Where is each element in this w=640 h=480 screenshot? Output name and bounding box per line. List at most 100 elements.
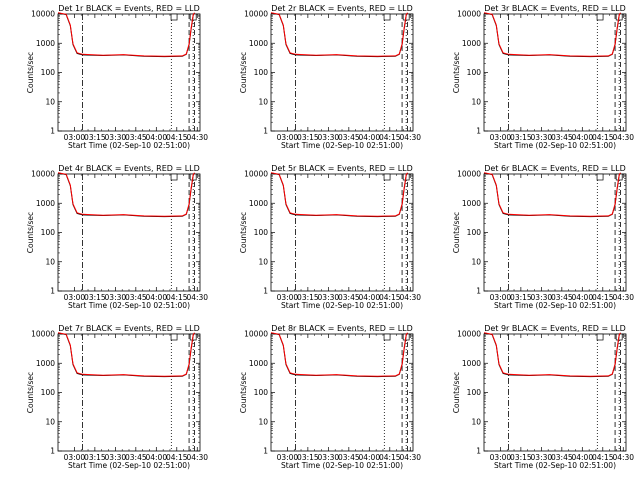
- series-group: [484, 12, 621, 58]
- x-tick-label: 04:15: [379, 293, 401, 302]
- top-box-marker: [170, 13, 178, 21]
- top-box-marker: [596, 173, 604, 181]
- plot-frame: [57, 13, 201, 132]
- panel-5: Det 5r BLACK = Events, RED = LLD 1 10 100 10…: [239, 164, 421, 310]
- x-tick-label: 03:00: [490, 453, 512, 462]
- x-tick-label: 04:30: [612, 453, 634, 462]
- y-tick-label: 1000: [462, 39, 481, 48]
- panel-title: Det 5r BLACK = Events, RED = LLD: [271, 164, 413, 173]
- y-tick-label: 100: [467, 68, 482, 77]
- panel-title: Det 4r BLACK = Events, RED = LLD: [58, 164, 200, 173]
- y-tick-label: 1: [476, 287, 481, 296]
- y-tick-label: 10000: [244, 10, 268, 19]
- x-tick-label: 03:00: [277, 293, 299, 302]
- y-tick-label: 100: [41, 68, 56, 77]
- series-group: [484, 332, 621, 378]
- y-tick-label: 1: [476, 127, 481, 136]
- y-tick-label: 10: [258, 417, 268, 426]
- x-tick-label: 03:45: [125, 453, 147, 462]
- x-tick-label: 03:45: [125, 293, 147, 302]
- x-tick-label: 03:00: [277, 133, 299, 142]
- panel-8: Det 8r BLACK = Events, RED = LLD 1 10 100 10…: [239, 324, 421, 470]
- top-box-marker: [170, 333, 178, 341]
- plot-frame: [270, 13, 414, 132]
- x-axis-title: Start Time (02-Sep-10 02:51:00): [281, 141, 403, 150]
- x-tick-label: 03:00: [64, 453, 86, 462]
- x-tick-label: 04:15: [592, 453, 614, 462]
- x-axis-title: Start Time (02-Sep-10 02:51:00): [494, 461, 616, 470]
- y-tick-label: 10: [471, 97, 481, 106]
- y-axis-title: Counts/sec: [26, 212, 35, 253]
- top-box-marker: [383, 13, 391, 21]
- x-tick-label: 04:00: [358, 293, 380, 302]
- x-tick-label: 03:45: [338, 293, 360, 302]
- y-tick-label: 1: [476, 447, 481, 456]
- y-tick-label: 10: [45, 257, 55, 266]
- y-tick-label: 100: [467, 228, 482, 237]
- y-tick-label: 10: [471, 257, 481, 266]
- lld-series-line: [271, 12, 408, 57]
- x-tick-label: 03:15: [84, 293, 106, 302]
- x-axis-title: Start Time (02-Sep-10 02:51:00): [281, 301, 403, 310]
- x-tick-label: 04:30: [186, 453, 208, 462]
- top-box-marker: [383, 173, 391, 181]
- x-tick-label: 03:15: [84, 133, 106, 142]
- x-tick-label: 04:00: [571, 293, 593, 302]
- y-tick-label: 100: [254, 388, 269, 397]
- x-tick-label: 03:45: [551, 293, 573, 302]
- series-group: [58, 332, 195, 378]
- x-tick-label: 03:00: [64, 293, 86, 302]
- series-group: [58, 12, 195, 58]
- x-tick-label: 04:15: [166, 133, 188, 142]
- x-tick-label: 03:15: [510, 453, 532, 462]
- x-tick-label: 03:30: [531, 293, 553, 302]
- y-tick-label: 1000: [462, 359, 481, 368]
- y-tick-label: 10: [258, 97, 268, 106]
- x-tick-label: 04:15: [379, 133, 401, 142]
- y-axis-title: Counts/sec: [239, 52, 248, 93]
- y-tick-label: 100: [41, 228, 56, 237]
- plot-frame: [57, 333, 201, 452]
- x-tick-label: 04:30: [612, 133, 634, 142]
- y-tick-label: 10000: [244, 170, 268, 179]
- x-tick-label: 04:30: [399, 453, 421, 462]
- y-tick-label: 100: [254, 228, 269, 237]
- x-tick-label: 03:30: [105, 293, 127, 302]
- x-tick-label: 04:00: [571, 453, 593, 462]
- y-tick-label: 100: [467, 388, 482, 397]
- x-axis-title: Start Time (02-Sep-10 02:51:00): [68, 461, 190, 470]
- y-tick-label: 10000: [31, 10, 55, 19]
- y-tick-label: 1: [263, 127, 268, 136]
- lld-series-line: [484, 332, 621, 377]
- x-tick-label: 03:30: [531, 453, 553, 462]
- panel-title: Det 1r BLACK = Events, RED = LLD: [58, 4, 200, 13]
- x-tick-label: 03:30: [318, 293, 340, 302]
- y-tick-label: 10: [258, 257, 268, 266]
- x-tick-label: 03:30: [105, 133, 127, 142]
- y-tick-label: 100: [254, 68, 269, 77]
- series-group: [271, 172, 408, 218]
- lld-series-line: [484, 12, 621, 57]
- panel-6: Det 6r BLACK = Events, RED = LLD 1 10 100 10…: [452, 164, 634, 310]
- top-box-marker: [383, 333, 391, 341]
- lld-series-line: [271, 172, 408, 217]
- panel-title: Det 2r BLACK = Events, RED = LLD: [271, 4, 413, 13]
- panel-9: Det 9r BLACK = Events, RED = LLD 1 10 100 10…: [452, 324, 634, 470]
- panel-title: Det 6r BLACK = Events, RED = LLD: [484, 164, 626, 173]
- y-tick-label: 10000: [457, 10, 481, 19]
- y-axis-title: Counts/sec: [452, 372, 461, 413]
- x-tick-label: 03:30: [531, 133, 553, 142]
- y-tick-label: 1: [263, 287, 268, 296]
- y-tick-label: 10: [471, 417, 481, 426]
- y-tick-label: 10000: [31, 170, 55, 179]
- top-box-marker: [170, 173, 178, 181]
- top-box-marker: [596, 333, 604, 341]
- y-axis-title: Counts/sec: [452, 52, 461, 93]
- lld-series-line: [271, 332, 408, 377]
- x-tick-label: 03:45: [338, 453, 360, 462]
- y-tick-label: 1000: [36, 39, 55, 48]
- series-group: [271, 12, 408, 58]
- y-tick-label: 1: [50, 127, 55, 136]
- x-tick-label: 03:15: [84, 453, 106, 462]
- x-tick-label: 04:15: [592, 293, 614, 302]
